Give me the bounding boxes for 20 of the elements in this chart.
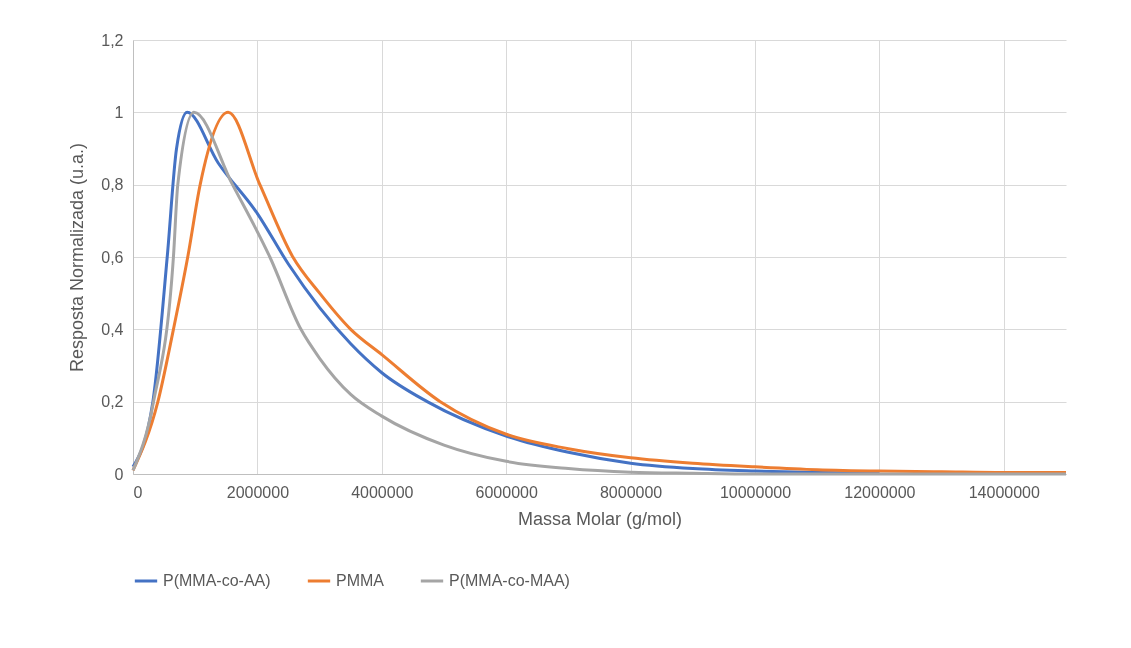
x-tick-label: 14000000 — [968, 483, 1040, 501]
x-tick-label: 4000000 — [351, 483, 414, 501]
x-tick-label: 2000000 — [226, 483, 290, 501]
legend-label: P(MMA-co-MAA) — [449, 572, 570, 589]
y-tick-label: 1,2 — [101, 31, 124, 49]
y-tick-label: 0 — [114, 465, 124, 483]
y-tick-label: 1 — [114, 103, 124, 121]
y-tick-label: 0,4 — [101, 320, 124, 338]
legend-label: P(MMA-co-AA) — [163, 572, 271, 589]
x-tick-label: 10000000 — [719, 483, 792, 501]
x-tick-label: 6000000 — [475, 483, 538, 501]
legend-label: PMMA — [336, 572, 385, 589]
x-axis-title: Massa Molar (g/mol) — [517, 508, 683, 529]
y-tick-label: 0,6 — [101, 248, 124, 266]
y-axis-title: Resposta Normalizada (u.a.) — [67, 142, 88, 373]
y-tick-label: 0,8 — [101, 176, 124, 194]
x-tick-label: 12000000 — [844, 483, 916, 501]
x-tick-label: 0 — [133, 483, 143, 501]
x-tick-label: 8000000 — [599, 483, 663, 501]
y-tick-label: 0,2 — [101, 393, 124, 411]
